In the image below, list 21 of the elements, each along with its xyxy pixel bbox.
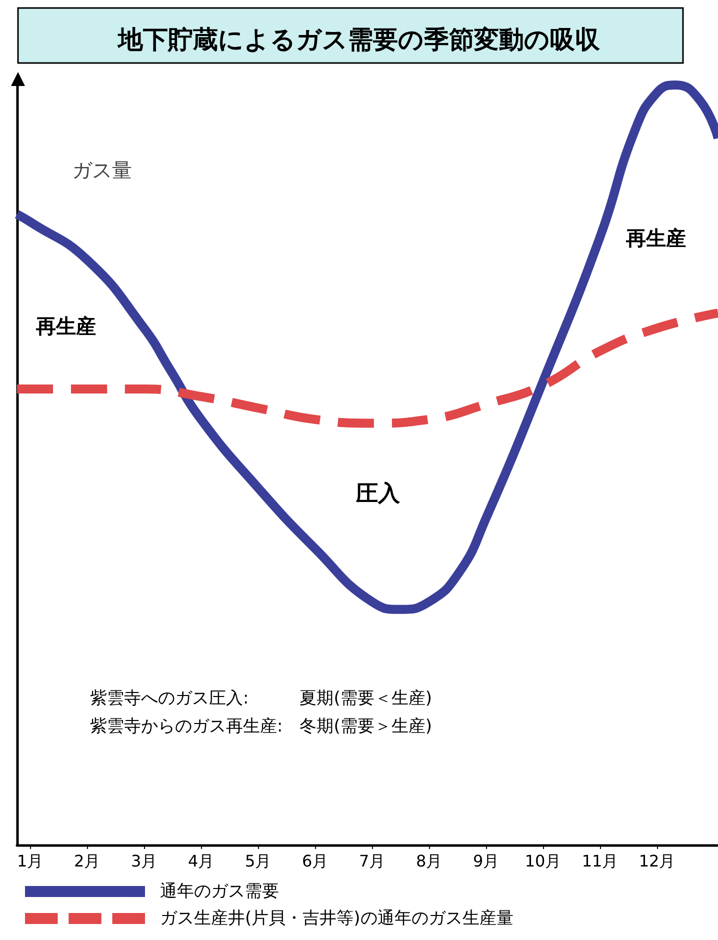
x-tick-label: 9月 — [472, 852, 500, 870]
annotation: 紫雲寺からのガス再生産: 冬期(需要＞生産) — [90, 716, 432, 736]
x-tick-label: 1月 — [17, 852, 44, 870]
annotation: 紫雲寺へのガス圧入: 夏期(需要＜生産) — [90, 688, 432, 708]
x-tick-label: 6月 — [302, 852, 328, 870]
annotation: 圧入 — [355, 482, 401, 506]
x-tick-label: 5月 — [244, 852, 272, 870]
x-tick-label: 12月 — [638, 852, 676, 870]
legend-label: 通年のガス需要 — [160, 882, 279, 902]
x-tick-label: 8月 — [416, 852, 442, 870]
legend-label: ガス生産井(片貝・吉井等)の通年のガス生産量 — [160, 908, 514, 928]
x-tick-label: 10月 — [524, 852, 562, 870]
x-tick-label: 7月 — [358, 852, 386, 870]
annotation: 再生産 — [35, 314, 96, 338]
x-tick-label: 2月 — [74, 852, 100, 870]
x-tick-label: 3月 — [131, 852, 158, 870]
annotation: 再生産 — [625, 226, 686, 250]
y-axis-title: ガス量 — [72, 158, 132, 182]
x-tick-label: 11月 — [582, 852, 618, 870]
x-tick-label: 4月 — [188, 852, 214, 870]
chart-title: 地下貯蔵によるガス需要の季節変動の吸収 — [117, 25, 601, 54]
